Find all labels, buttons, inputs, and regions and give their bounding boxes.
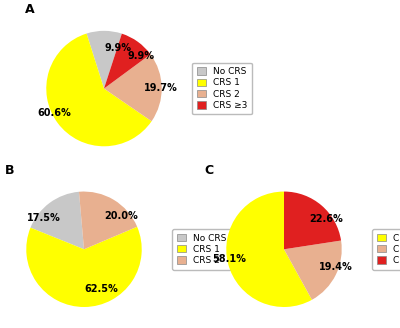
Wedge shape (26, 227, 142, 307)
Text: 60.6%: 60.6% (38, 108, 72, 118)
Wedge shape (284, 240, 342, 300)
Wedge shape (46, 33, 152, 146)
Text: 58.1%: 58.1% (212, 254, 246, 264)
Text: 22.6%: 22.6% (310, 215, 343, 224)
Wedge shape (226, 192, 312, 307)
Wedge shape (30, 192, 84, 249)
Legend: No CRS, CRS 1, CRS 2, CRS ≥3: No CRS, CRS 1, CRS 2, CRS ≥3 (192, 63, 252, 114)
Wedge shape (86, 31, 122, 89)
Legend: CRS 1, CRS 2, CRS ≥3: CRS 1, CRS 2, CRS ≥3 (372, 229, 400, 270)
Text: A: A (25, 3, 34, 16)
Text: 62.5%: 62.5% (84, 283, 118, 294)
Text: 19.4%: 19.4% (319, 262, 353, 272)
Wedge shape (284, 192, 341, 249)
Wedge shape (104, 34, 150, 89)
Text: B: B (5, 164, 14, 177)
Text: 9.9%: 9.9% (104, 43, 131, 53)
Text: 17.5%: 17.5% (27, 213, 61, 223)
Text: 19.7%: 19.7% (144, 83, 178, 93)
Wedge shape (79, 192, 137, 249)
Wedge shape (104, 54, 162, 121)
Text: C: C (205, 164, 214, 177)
Text: 9.9%: 9.9% (128, 51, 155, 61)
Text: 20.0%: 20.0% (104, 211, 138, 221)
Legend: No CRS, CRS 1, CRS 2: No CRS, CRS 1, CRS 2 (172, 229, 231, 270)
